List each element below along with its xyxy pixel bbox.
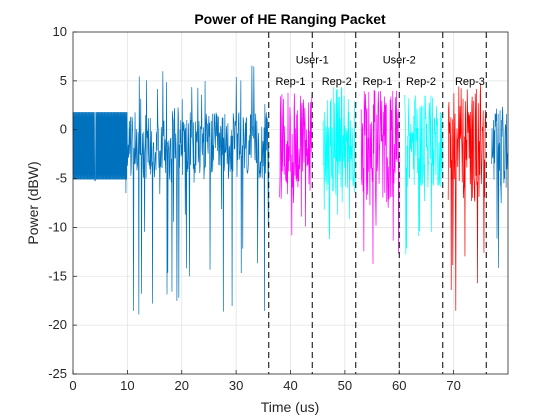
series-line xyxy=(447,84,487,311)
series-line xyxy=(322,87,356,240)
x-axis-label: Time (us) xyxy=(261,399,320,415)
x-tick-label: 40 xyxy=(283,378,297,393)
series-line xyxy=(360,89,400,264)
x-ticks: 0 10 20 30 40 50 60 70 xyxy=(69,370,461,393)
annotation-label: Rep-1 xyxy=(276,76,306,88)
x-tick-label: 10 xyxy=(120,378,134,393)
y-tick-label: 0 xyxy=(60,122,67,137)
annotation-label: User-1 xyxy=(296,54,329,66)
y-tick-label: -20 xyxy=(48,317,67,332)
series-line xyxy=(279,92,313,236)
y-tick-label: -25 xyxy=(48,366,67,381)
annotation-label: User-2 xyxy=(383,54,416,66)
separator-lines xyxy=(268,32,487,374)
y-axis-label: Power (dBW) xyxy=(25,161,41,244)
x-tick-label: 50 xyxy=(338,378,352,393)
series-line xyxy=(72,65,269,315)
y-tick-label: -15 xyxy=(48,268,67,283)
y-tick-label: -5 xyxy=(55,171,67,186)
data-series xyxy=(72,65,509,315)
x-tick-label: 60 xyxy=(392,378,406,393)
x-tick-label: 70 xyxy=(446,378,460,393)
annotations: User-1 User-2 Rep-1 Rep-2 Rep-1 Rep-2 Rep-3 xyxy=(276,54,485,87)
annotation-label: Rep-2 xyxy=(322,76,352,88)
series-line xyxy=(491,106,509,268)
y-tick-label: 10 xyxy=(53,24,67,39)
series-line xyxy=(404,95,443,255)
chart-title: Power of HE Ranging Packet xyxy=(194,11,386,27)
annotation-label: Rep-3 xyxy=(455,76,485,88)
x-tick-label: 20 xyxy=(175,378,189,393)
y-tick-label: 5 xyxy=(60,73,67,88)
y-ticks: 10 5 0 -5 -10 -15 -20 -25 xyxy=(48,24,77,381)
x-tick-label: 0 xyxy=(69,378,76,393)
annotation-label: Rep-2 xyxy=(406,76,436,88)
annotation-label: Rep-1 xyxy=(363,76,393,88)
y-tick-label: -10 xyxy=(48,219,67,234)
x-tick-label: 30 xyxy=(229,378,243,393)
